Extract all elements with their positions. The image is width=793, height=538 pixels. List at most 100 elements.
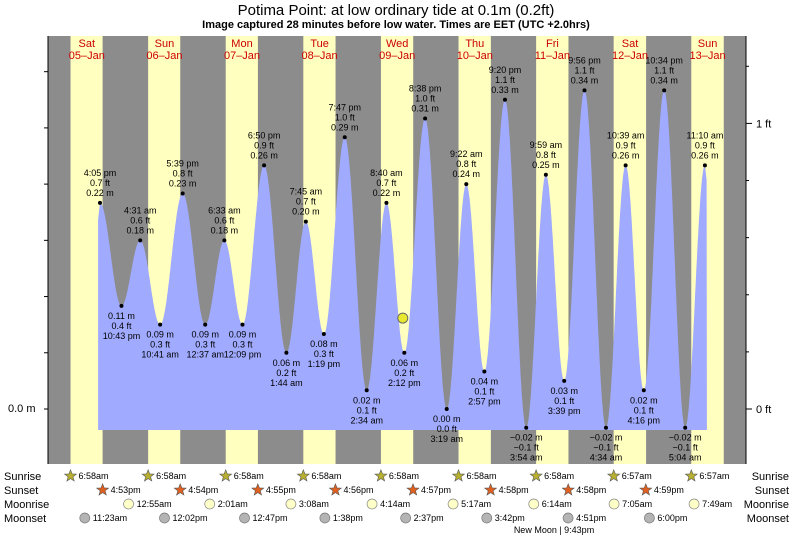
low-tide-ft: 0.4 ft [111,321,132,331]
high-tide-ft: 0.9 ft [254,140,275,150]
moonset-icon [400,512,412,524]
day-name: Thu [465,38,484,50]
high-tide-m: 0.34 m [650,75,678,85]
moonset-time: 6:00pm [657,513,687,523]
moonrise-time: 2:01am [218,499,248,509]
astro-table: Sunrise Sunrise Sunset Sunset Moonrise Moonri… [4,468,789,535]
moonset-icon [644,512,655,524]
tide-area [98,90,707,431]
low-tide-m: 0.04 m [471,377,499,387]
moonrise-icon [204,498,216,510]
sunrise-time: 6:58am [311,471,341,481]
high-tide-time: 6:33 am [208,205,241,215]
moon-phase-note: New Moon | 9:43pm [514,525,594,535]
moonset-icon [79,512,91,524]
high-tide-ft: 0.7 ft [296,197,317,207]
sunrise-icon [606,468,621,482]
sunrise-icon [141,468,155,482]
high-tide-time: 7:47 pm [328,102,361,112]
axis-ticks [44,65,752,410]
moonset-icon [481,512,493,524]
low-tide-time: 4:34 am [590,453,623,463]
low-tide-ft: −0.1 ft [593,443,619,453]
high-tide-m: 0.22 m [373,188,401,198]
low-tide-m: 0.09 m [229,330,257,340]
low-tide-m: 0.06 m [391,358,419,368]
sunset-time: 4:55pm [266,485,296,495]
high-tide-m: 0.29 m [331,122,359,132]
sunset-time: 4:53pm [111,485,141,495]
day-date: 05–Jan [69,50,105,62]
low-tide-point [683,425,688,430]
low-tide-time: 12:37 am [186,350,224,360]
high-tide-point [97,200,102,205]
sunrise-icon [684,468,699,482]
high-tide-time: 4:05 pm [84,168,117,178]
low-tide-ft: 0.0 ft [437,424,458,434]
moonset-time: 12:47pm [253,513,288,523]
high-tide-point [543,172,548,177]
low-tide-point [284,350,289,355]
high-tide-m: 0.34 m [571,75,599,85]
moonrise-time: 6:14am [542,499,572,509]
day-name: Mon [231,38,252,50]
low-tide-ft: −0.1 ft [673,443,699,453]
moonset-time: 12:02pm [172,513,207,523]
day-date: 10–Jan [457,50,493,62]
moonrise-icon [447,498,459,510]
sunset-icon [406,482,420,496]
low-tide-ft: 0.3 ft [195,340,216,350]
moonset-time: 2:37pm [414,513,444,523]
low-tide-time: 1:19 pm [308,359,341,369]
high-tide-time: 10:34 pm [645,55,683,65]
sunset-icon [328,482,343,496]
low-tide-time: 3:19 am [430,434,463,444]
low-tide-point [603,425,608,430]
high-tide-ft: 1.1 ft [654,65,675,75]
low-tide-time: 1:44 am [270,378,303,388]
sunrise-time: 6:58am [79,471,109,481]
high-tide-m: 0.20 m [292,207,320,217]
day-date: 12–Jan [612,50,648,62]
sunrise-time: 6:57am [622,471,652,481]
high-tide-point [423,116,428,121]
sunset-icon [483,482,498,496]
low-tide-point [321,332,326,337]
sunset-time: 4:59pm [654,485,684,495]
high-tide-m: 0.22 m [86,188,114,198]
high-tide-point [623,163,628,168]
low-tide-time: 4:16 pm [628,415,661,425]
high-tide-time: 9:20 pm [489,65,522,75]
low-tide-m: 0.08 m [310,339,338,349]
moonrise-time: 5:17am [461,499,491,509]
high-tide-time: 9:22 am [450,149,483,159]
low-tide-time: 2:34 am [350,415,383,425]
high-tide-ft: 1.1 ft [574,65,595,75]
high-tide-m: 0.25 m [532,160,560,170]
high-tide-ft: 1.1 ft [495,75,516,85]
moonset-time: 11:23am [93,513,127,523]
low-tide-ft: 0.3 ft [314,349,335,359]
sunrise-time: 6:58am [467,471,497,481]
high-tide-time: 10:39 am [607,130,645,140]
sunset-time: 4:58pm [499,485,529,495]
day-name: Sun [698,38,718,50]
high-tide-time: 5:39 pm [166,158,199,168]
day-name: Fri [546,38,559,50]
high-tide-ft: 0.8 ft [456,159,477,169]
day-name: Sat [79,38,96,50]
low-tide-ft: 0.1 ft [474,387,495,397]
high-tide-time: 4:31 am [124,205,157,215]
moonset-icon [159,512,170,524]
high-tide-point [662,88,667,93]
day-name: Tue [310,38,329,50]
moonset-icon [319,512,331,524]
high-tide-time: 9:56 pm [568,55,601,65]
low-tide-point [444,407,449,411]
day-date: 06–Jan [146,50,182,62]
astro-row-label-left: Sunset [4,485,38,497]
high-tide-ft: 0.9 ft [616,140,637,150]
high-tide-m: 0.26 m [250,150,278,160]
day-name: Sat [622,38,639,50]
